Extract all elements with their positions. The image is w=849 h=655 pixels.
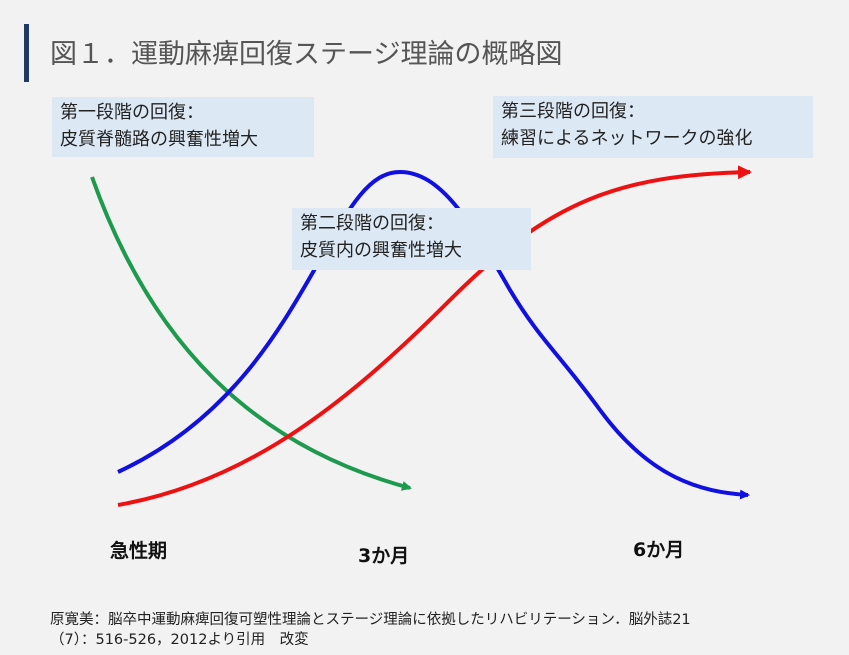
time-label: 6か月: [633, 539, 685, 561]
citation: 原寛美：脳卒中運動麻痺回復可塑性理論とステージ理論に依拠したリハビリテーション．…: [50, 610, 691, 650]
time-label: 3か月: [358, 545, 410, 567]
stage-text: 皮質脊髄路の興奮性増大: [60, 129, 258, 150]
stage-box: 第三段階の回復： 練習によるネットワークの強化: [493, 96, 813, 158]
title: 図１．運動麻痺回復ステージ理論の概略図: [50, 39, 563, 70]
title-bar: [24, 24, 29, 82]
stage2-curve: [117, 169, 750, 500]
stage-text: 皮質内の興奮性増大: [300, 240, 462, 261]
stage-text: 練習によるネットワークの強化: [501, 128, 753, 149]
stage1-curve: [90, 176, 412, 491]
time-label: 急性期: [110, 540, 168, 562]
citation-line: 原寛美：脳卒中運動麻痺回復可塑性理論とステージ理論に依拠したリハビリテーション．…: [50, 612, 691, 628]
stage-text: 第三段階の回復：: [501, 101, 645, 122]
stage-text: 第二段階の回復：: [300, 213, 444, 234]
stage-text: 第一段階の回復：: [60, 102, 204, 123]
citation-line: （7）：516-526，2012より引用 改変: [50, 632, 309, 648]
stage3-curve: [117, 165, 752, 507]
stage-box: 第二段階の回復： 皮質内の興奮性増大: [292, 208, 531, 270]
stage-box: 第一段階の回復： 皮質脊髄路の興奮性増大: [52, 97, 314, 157]
